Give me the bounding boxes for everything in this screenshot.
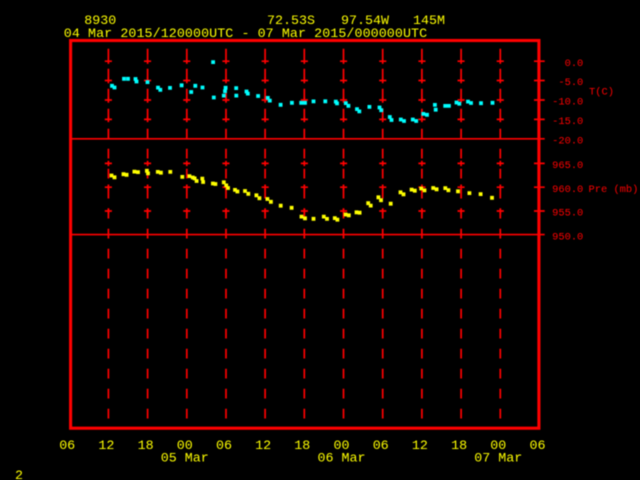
svg-text:T(C): T(C)	[589, 86, 614, 98]
svg-text:12: 12	[255, 439, 271, 454]
svg-text:18: 18	[138, 439, 154, 454]
svg-text:00: 00	[334, 439, 350, 454]
svg-text:06: 06	[59, 439, 75, 454]
svg-text:12: 12	[98, 439, 114, 454]
svg-text:960.0: 960.0	[552, 184, 583, 196]
svg-text:06 Mar: 06 Mar	[318, 452, 366, 467]
svg-text:06: 06	[530, 439, 546, 454]
svg-text:18: 18	[294, 439, 310, 454]
svg-text:05 Mar: 05 Mar	[161, 452, 209, 467]
svg-text:965.0: 965.0	[552, 160, 583, 172]
svg-text:-20.0: -20.0	[552, 136, 583, 148]
svg-text:12: 12	[412, 439, 428, 454]
svg-text:-10.0: -10.0	[552, 97, 583, 109]
svg-text:0.0: 0.0	[565, 58, 584, 70]
svg-text:72.53S: 72.53S	[267, 14, 315, 29]
svg-text:8930: 8930	[84, 14, 116, 29]
svg-text:-15.0: -15.0	[552, 116, 583, 128]
svg-text:955.0: 955.0	[552, 208, 583, 220]
svg-text:00: 00	[490, 439, 506, 454]
svg-text:06: 06	[373, 439, 389, 454]
svg-text:Pre (mb): Pre (mb)	[589, 184, 639, 196]
svg-text:-5.0: -5.0	[558, 77, 583, 89]
svg-text:18: 18	[451, 439, 467, 454]
svg-text:145M: 145M	[413, 14, 445, 29]
svg-text:97.54W: 97.54W	[341, 14, 389, 29]
svg-text:04 Mar 2015/120000UTC - 07 Mar: 04 Mar 2015/120000UTC - 07 Mar 2015/0000…	[64, 27, 427, 42]
svg-text:06: 06	[216, 439, 232, 454]
svg-text:950.0: 950.0	[552, 231, 583, 243]
svg-text:00: 00	[177, 439, 193, 454]
svg-text:2: 2	[15, 469, 23, 480]
svg-text:07 Mar: 07 Mar	[474, 452, 522, 467]
